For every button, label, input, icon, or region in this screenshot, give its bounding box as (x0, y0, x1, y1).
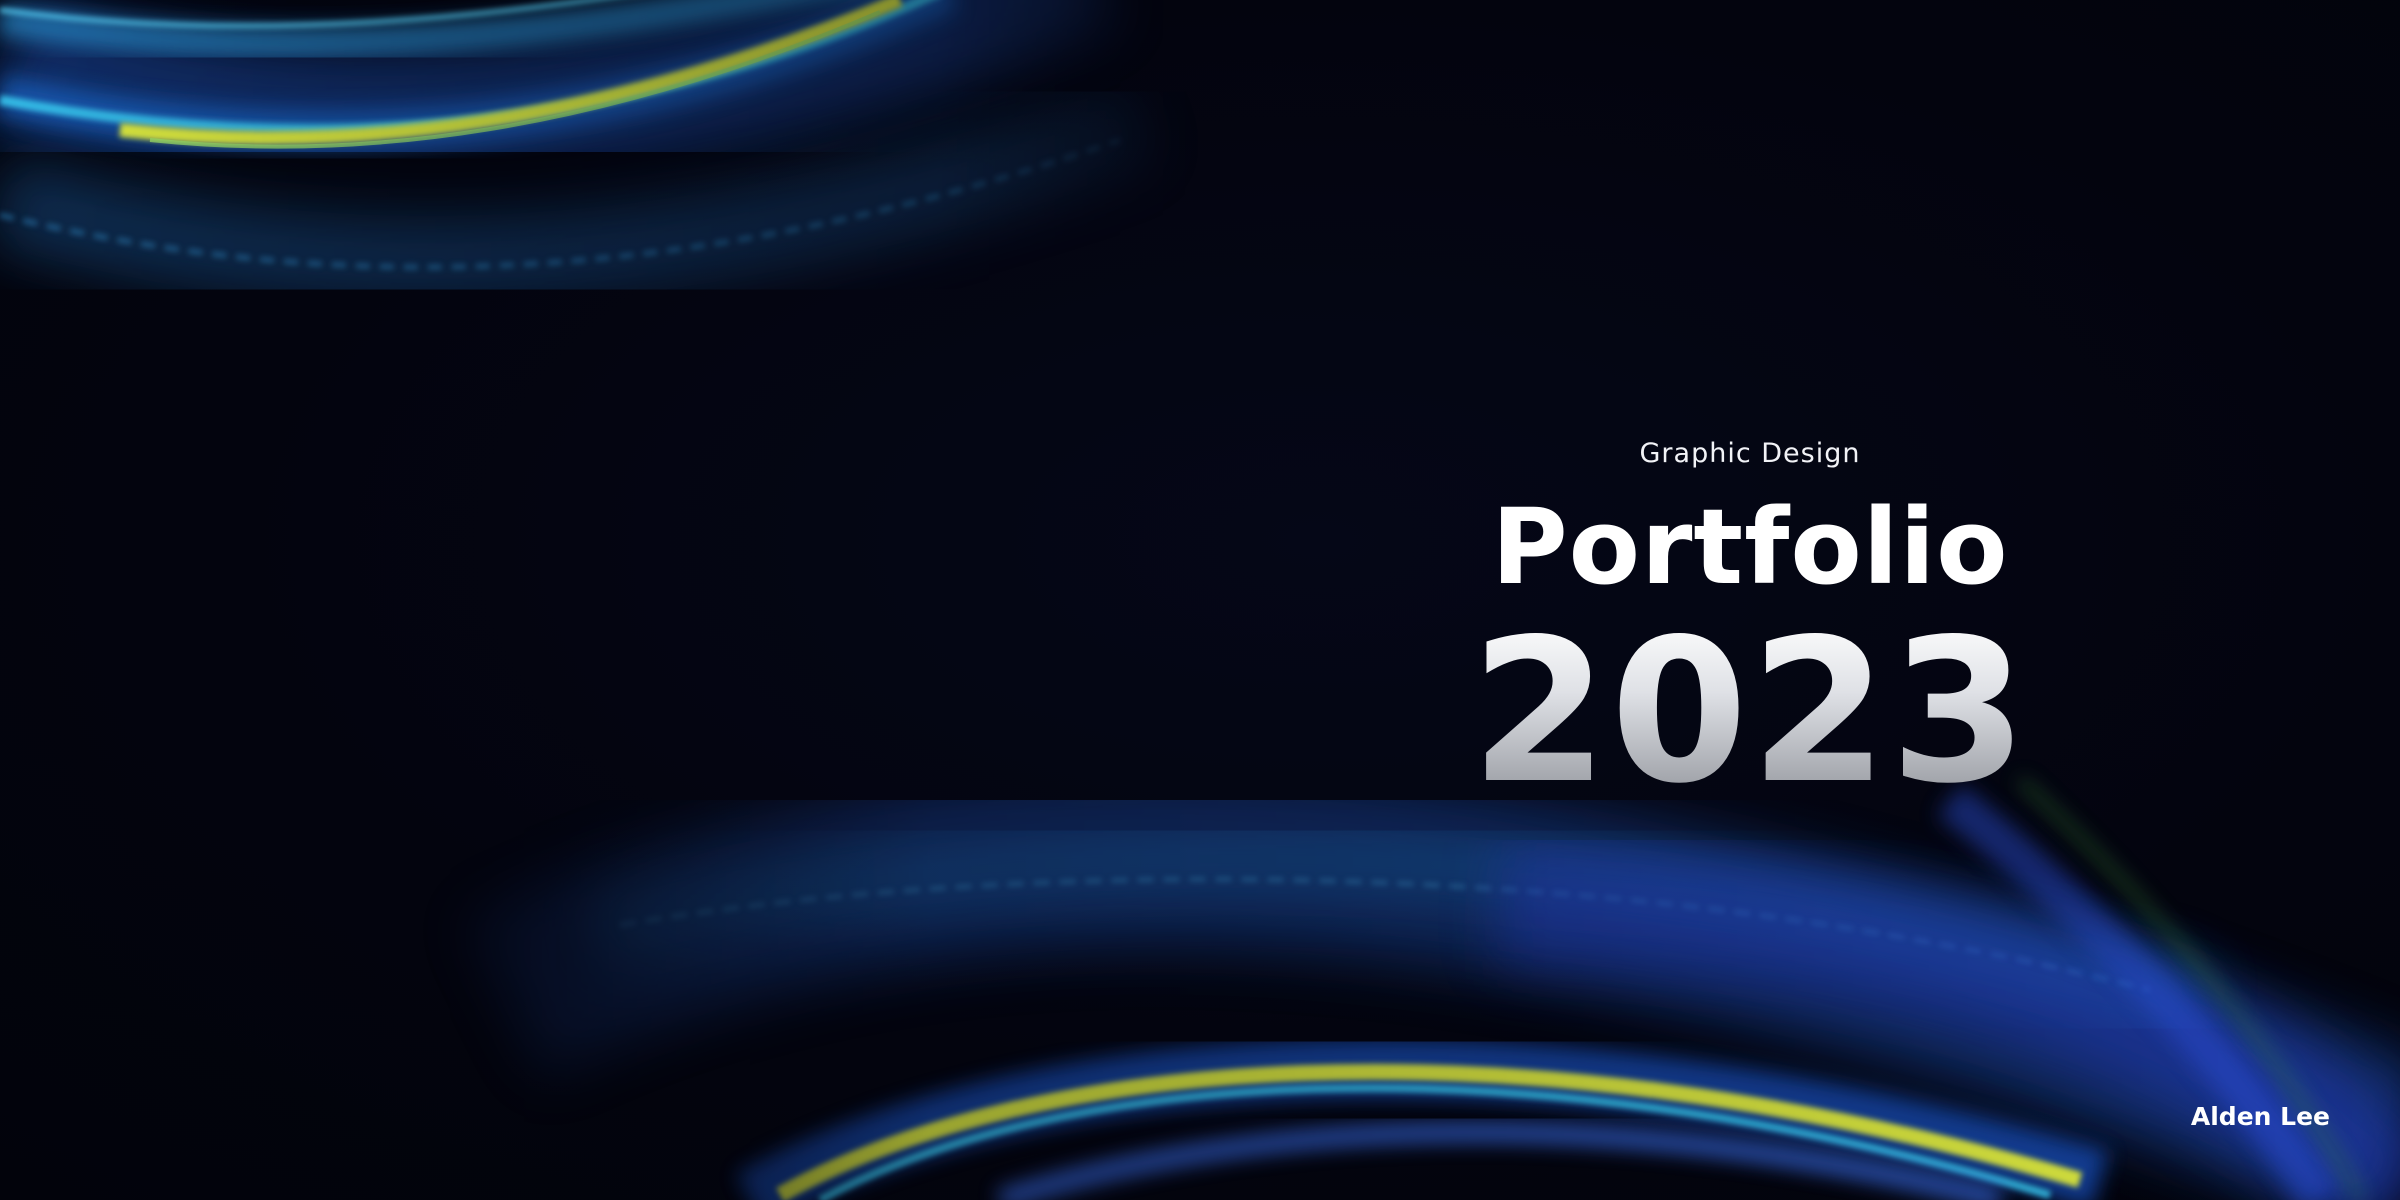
cover-title: Portfolio (1491, 486, 2009, 608)
author-name: Alden Lee (2190, 1102, 2330, 1131)
cover-year: 2023 (1460, 613, 2040, 811)
bottom-wave-group (459, 768, 2400, 1200)
cover-subtitle: Graphic Design (1639, 438, 1861, 469)
top-wave-group (0, 0, 1166, 307)
title-block: Graphic Design Portfolio 2023 (1460, 440, 2040, 811)
